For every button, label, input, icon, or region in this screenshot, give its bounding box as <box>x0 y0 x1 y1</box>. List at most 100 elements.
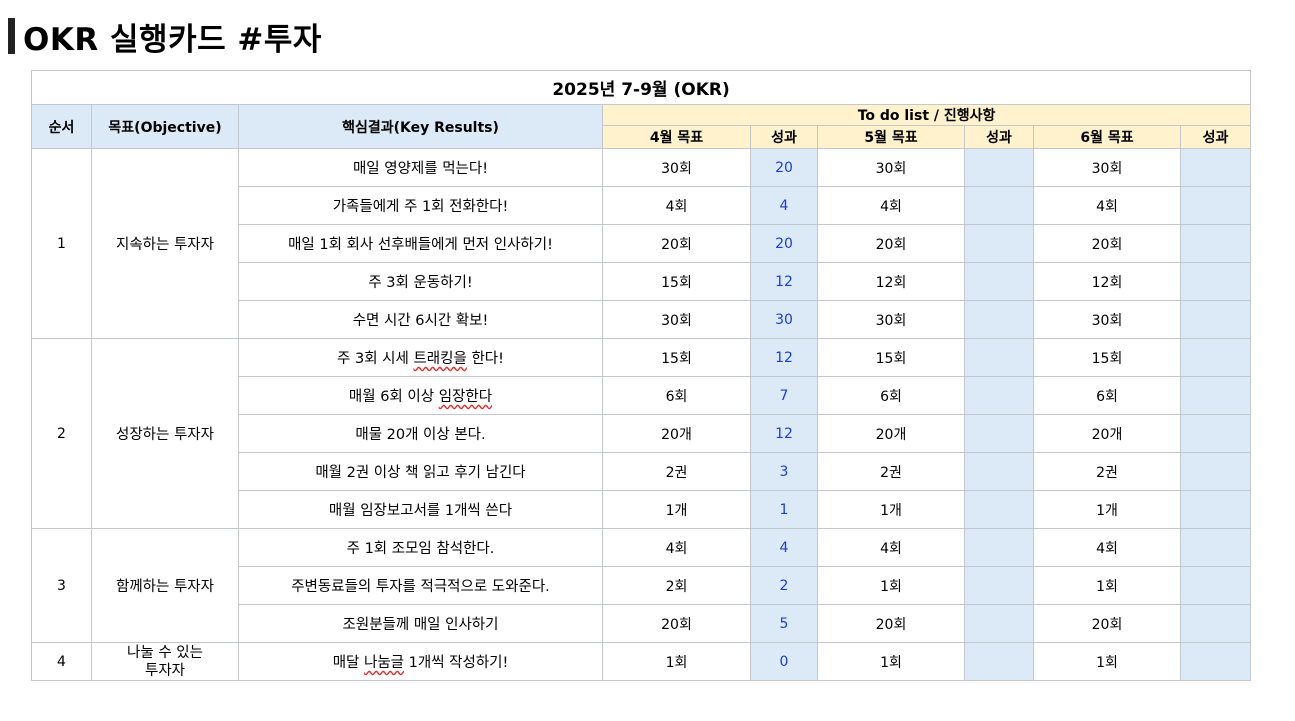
jun-result-cell[interactable] <box>1179 490 1252 529</box>
jun-goal-cell[interactable]: 1개 <box>1033 490 1181 529</box>
key-result-cell[interactable]: 주변동료들의 투자를 적극적으로 도와준다. <box>238 566 603 605</box>
may-goal-cell[interactable]: 6회 <box>817 376 965 415</box>
may-result-cell[interactable] <box>964 262 1034 301</box>
apr-result-cell[interactable]: 1 <box>750 490 818 529</box>
may-goal-cell[interactable]: 15회 <box>817 338 965 377</box>
table-row: 2 성장하는 투자자 주 3회 시세 트래킹을 한다! 15회 12 15회 1… <box>31 338 1252 529</box>
may-goal-cell[interactable]: 20회 <box>817 604 965 643</box>
may-result-cell[interactable] <box>964 148 1034 187</box>
apr-result-cell[interactable]: 12 <box>750 262 818 301</box>
apr-goal-cell[interactable]: 2회 <box>602 566 751 605</box>
jun-goal-cell[interactable]: 1회 <box>1033 642 1181 681</box>
may-result-cell[interactable] <box>964 224 1034 263</box>
key-result-cell[interactable]: 주 3회 운동하기! <box>238 262 603 301</box>
jun-goal-cell[interactable]: 6회 <box>1033 376 1181 415</box>
jun-goal-cell[interactable]: 2권 <box>1033 452 1181 491</box>
may-goal-cell[interactable]: 4회 <box>817 186 965 225</box>
jun-result-cell[interactable] <box>1179 186 1252 225</box>
apr-result-cell[interactable]: 20 <box>750 224 818 263</box>
apr-goal-cell[interactable]: 15회 <box>602 338 751 377</box>
apr-result-cell[interactable]: 7 <box>750 376 818 415</box>
apr-goal-cell[interactable]: 20개 <box>602 414 751 453</box>
apr-result-cell[interactable]: 2 <box>750 566 818 605</box>
jun-result-cell[interactable] <box>1179 566 1252 605</box>
jun-goal-cell[interactable]: 30회 <box>1033 300 1181 339</box>
may-goal-cell[interactable]: 4회 <box>817 528 965 567</box>
may-result-cell[interactable] <box>964 490 1034 529</box>
may-goal-cell[interactable]: 20회 <box>817 224 965 263</box>
jun-result-cell[interactable] <box>1179 528 1252 567</box>
jun-result-cell[interactable] <box>1179 642 1252 681</box>
may-result-cell[interactable] <box>964 528 1034 567</box>
key-result-cell[interactable]: 매일 1회 회사 선후배들에게 먼저 인사하기! <box>238 224 603 263</box>
key-result-cell[interactable]: 조원분들께 매일 인사하기 <box>238 604 603 643</box>
jun-goal-cell[interactable]: 12회 <box>1033 262 1181 301</box>
may-goal-cell[interactable]: 30회 <box>817 300 965 339</box>
apr-result-cell[interactable]: 4 <box>750 528 818 567</box>
may-result-cell[interactable] <box>964 642 1034 681</box>
may-goal-cell[interactable]: 2권 <box>817 452 965 491</box>
jun-goal-cell[interactable]: 20회 <box>1033 604 1181 643</box>
may-result-cell[interactable] <box>964 376 1034 415</box>
jun-result-cell[interactable] <box>1179 224 1252 263</box>
key-result-cell[interactable]: 매일 영양제를 먹는다! <box>238 148 603 187</box>
apr-goal-cell[interactable]: 20회 <box>602 604 751 643</box>
key-result-cell[interactable]: 매월 6회 이상 임장한다 <box>238 376 603 415</box>
may-result-cell[interactable] <box>964 186 1034 225</box>
jun-goal-cell[interactable]: 20회 <box>1033 224 1181 263</box>
jun-goal-cell[interactable]: 30회 <box>1033 148 1181 187</box>
jun-result-cell[interactable] <box>1179 452 1252 491</box>
jun-result-cell[interactable] <box>1179 262 1252 301</box>
may-result-cell[interactable] <box>964 566 1034 605</box>
apr-goal-cell[interactable]: 4회 <box>602 186 751 225</box>
apr-goal-cell[interactable]: 15회 <box>602 262 751 301</box>
may-result-cell[interactable] <box>964 452 1034 491</box>
jun-goal-cell[interactable]: 4회 <box>1033 528 1181 567</box>
may-result-cell[interactable] <box>964 604 1034 643</box>
may-goal-cell[interactable]: 1회 <box>817 566 965 605</box>
apr-result-cell[interactable]: 4 <box>750 186 818 225</box>
jun-result-cell[interactable] <box>1179 300 1252 339</box>
jun-result-cell[interactable] <box>1179 148 1252 187</box>
apr-goal-cell[interactable]: 6회 <box>602 376 751 415</box>
key-result-cell[interactable]: 매달 나눔글 1개씩 작성하기! <box>238 642 603 681</box>
apr-result-cell[interactable]: 30 <box>750 300 818 339</box>
jun-goal-cell[interactable]: 4회 <box>1033 186 1181 225</box>
key-result-cell[interactable]: 매월 임장보고서를 1개씩 쓴다 <box>238 490 603 529</box>
header-objective: 목표(Objective) <box>91 104 239 149</box>
jun-goal-cell[interactable]: 15회 <box>1033 338 1181 377</box>
apr-result-cell[interactable]: 0 <box>750 642 818 681</box>
may-goal-cell[interactable]: 12회 <box>817 262 965 301</box>
may-result-cell[interactable] <box>964 414 1034 453</box>
key-result-cell[interactable]: 주 1회 조모임 참석한다. <box>238 528 603 567</box>
apr-goal-cell[interactable]: 1회 <box>602 642 751 681</box>
apr-result-cell[interactable]: 5 <box>750 604 818 643</box>
may-goal-cell[interactable]: 20개 <box>817 414 965 453</box>
apr-goal-cell[interactable]: 30회 <box>602 148 751 187</box>
key-result-cell[interactable]: 매월 2권 이상 책 읽고 후기 남긴다 <box>238 452 603 491</box>
apr-goal-cell[interactable]: 30회 <box>602 300 751 339</box>
jun-result-cell[interactable] <box>1179 338 1252 377</box>
key-result-cell[interactable]: 주 3회 시세 트래킹을 한다! <box>238 338 603 377</box>
apr-result-cell[interactable]: 12 <box>750 338 818 377</box>
key-result-cell[interactable]: 수면 시간 6시간 확보! <box>238 300 603 339</box>
jun-result-cell[interactable] <box>1179 604 1252 643</box>
apr-result-cell[interactable]: 3 <box>750 452 818 491</box>
jun-result-cell[interactable] <box>1179 414 1252 453</box>
jun-result-cell[interactable] <box>1179 376 1252 415</box>
apr-goal-cell[interactable]: 4회 <box>602 528 751 567</box>
apr-result-cell[interactable]: 12 <box>750 414 818 453</box>
jun-goal-cell[interactable]: 1회 <box>1033 566 1181 605</box>
jun-goal-cell[interactable]: 20개 <box>1033 414 1181 453</box>
may-result-cell[interactable] <box>964 300 1034 339</box>
may-result-cell[interactable] <box>964 338 1034 377</box>
key-result-cell[interactable]: 가족들에게 주 1회 전화한다! <box>238 186 603 225</box>
apr-goal-cell[interactable]: 2권 <box>602 452 751 491</box>
may-goal-cell[interactable]: 1개 <box>817 490 965 529</box>
may-goal-cell[interactable]: 1회 <box>817 642 965 681</box>
key-result-cell[interactable]: 매물 20개 이상 본다. <box>238 414 603 453</box>
apr-result-cell[interactable]: 20 <box>750 148 818 187</box>
apr-goal-cell[interactable]: 20회 <box>602 224 751 263</box>
may-goal-cell[interactable]: 30회 <box>817 148 965 187</box>
apr-goal-cell[interactable]: 1개 <box>602 490 751 529</box>
